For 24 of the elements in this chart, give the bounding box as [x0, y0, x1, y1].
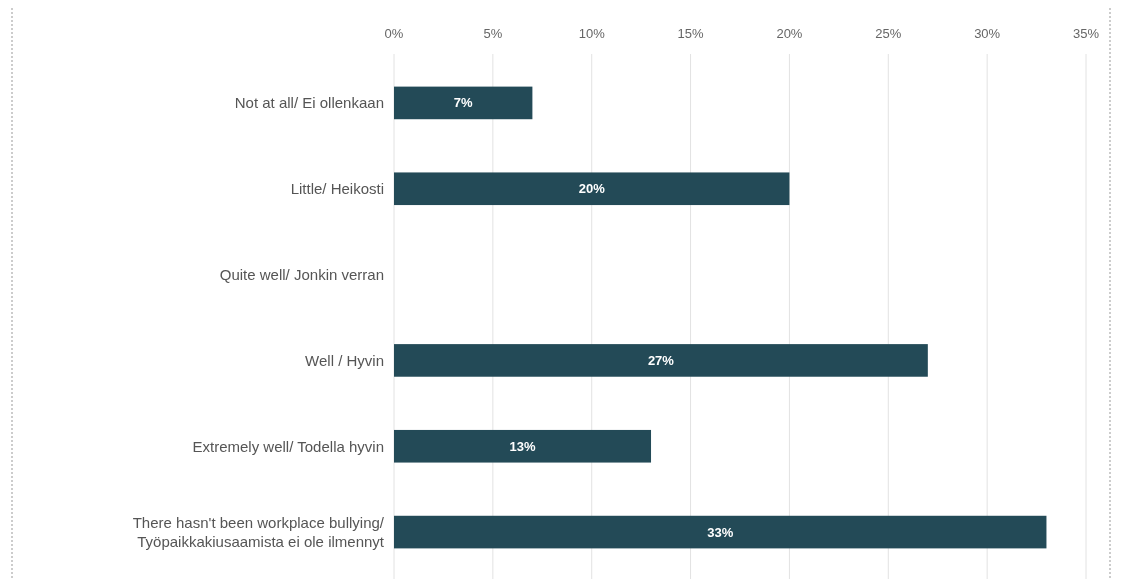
x-tick-label: 15% — [677, 26, 705, 41]
x-tick-label: 20% — [776, 26, 803, 41]
data-label: 33% — [707, 524, 734, 540]
y-tick-label: Not at all/ Ei ollenkaan — [234, 94, 384, 112]
bar — [394, 429, 652, 463]
bar — [394, 344, 928, 377]
x-tick-label: 5% — [483, 26, 503, 41]
data-label: 13% — [509, 438, 536, 454]
bar — [394, 172, 790, 206]
y-tick-label: Quite well/ Jonkin verran — [219, 265, 384, 283]
data-label: 20% — [578, 181, 606, 197]
y-tick-label: Extremely well/ Todella hyvin — [192, 437, 384, 455]
y-tick-label: Little/ Heikosti — [290, 180, 384, 197]
y-tick-label: Well / Hyvin — [305, 351, 384, 369]
x-tick-label: 25% — [875, 26, 902, 41]
bar — [394, 515, 1047, 549]
data-label: 7% — [453, 95, 474, 111]
x-tick-label: 35% — [1072, 26, 1100, 41]
x-tick-label: 0% — [384, 26, 404, 41]
y-tick-label: There hasn't been workplace bullying/ Työpaikkakiusaamista ei ole ilmennyt — [132, 513, 385, 550]
bar — [394, 86, 533, 120]
data-label: 27% — [647, 352, 675, 368]
x-tick-label: 10% — [578, 26, 606, 41]
x-tick-label: 30% — [974, 26, 1001, 41]
